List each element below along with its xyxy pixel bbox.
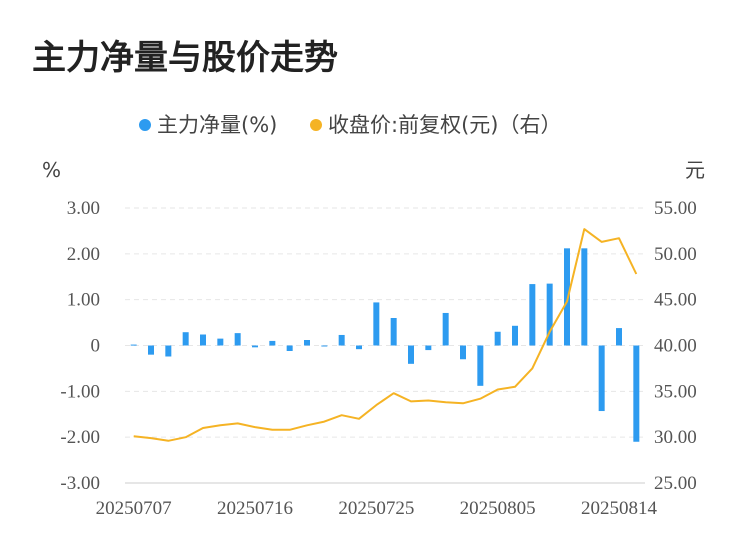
bar-main-power [616, 328, 622, 346]
bar-main-power [148, 345, 154, 355]
x-tick-label: 20250814 [581, 498, 658, 519]
bar-main-power [546, 283, 553, 346]
bar-main-power [130, 344, 137, 346]
bar-main-power [408, 345, 414, 364]
legend-label-close-price: 收盘价:前复权(元)（右） [328, 113, 561, 137]
bar-main-power [425, 345, 432, 351]
legend-marker-close-price [310, 119, 322, 131]
x-tick-label: 20250707 [96, 498, 172, 519]
bar-main-power [633, 345, 640, 442]
y-left-unit: % [42, 158, 61, 182]
y-left-tick-label: 0 [91, 336, 101, 357]
bar-main-power [356, 345, 362, 350]
bar-main-power [564, 248, 570, 346]
bar-main-power [494, 331, 501, 346]
bar-main-power [390, 318, 397, 346]
bar-main-power [165, 345, 172, 357]
chart-title: 主力净量与股价走势 [32, 38, 338, 78]
bar-main-power [321, 345, 328, 347]
bar-main-power [252, 345, 258, 348]
y-left-tick-label: 1.00 [67, 290, 100, 311]
x-tick-label: 20250716 [217, 498, 293, 519]
bar-main-power [200, 334, 206, 346]
bar-main-power [182, 332, 189, 346]
x-tick-label: 20250725 [338, 498, 414, 519]
bar-main-power [598, 345, 605, 412]
bar-main-power [234, 333, 241, 346]
y-right-tick-label: 50.00 [654, 244, 697, 265]
bar-main-power [529, 284, 536, 346]
bar-main-power [217, 338, 224, 346]
bar-main-power [512, 325, 518, 346]
x-tick-label: 20250805 [460, 498, 536, 519]
bar-main-power [269, 340, 276, 346]
bar-main-power [373, 302, 380, 346]
y-right-tick-label: 30.00 [654, 427, 697, 448]
y-right-tick-label: 55.00 [654, 198, 697, 219]
bar-main-power [338, 334, 345, 346]
y-left-tick-label: -2.00 [60, 427, 100, 448]
y-left-tick-label: -1.00 [60, 381, 100, 402]
y-left-tick-label: -3.00 [60, 473, 100, 494]
y-left-tick-label: 2.00 [67, 244, 100, 265]
y-right-tick-label: 25.00 [654, 473, 697, 494]
y-left-tick-label: 3.00 [67, 198, 100, 219]
bar-main-power [581, 248, 588, 346]
y-right-unit: 元 [685, 158, 705, 182]
bar-main-power [460, 345, 466, 360]
legend-marker-main-power [139, 119, 151, 131]
line-close-price [133, 228, 638, 442]
legend-label-main-power: 主力净量(%) [157, 113, 277, 137]
bar-main-power [286, 345, 293, 351]
y-right-tick-label: 40.00 [654, 336, 697, 357]
y-right-tick-label: 35.00 [654, 381, 697, 402]
bar-main-power [477, 345, 484, 386]
bar-main-power [442, 312, 449, 346]
y-right-tick-label: 45.00 [654, 290, 697, 311]
bar-main-power [304, 340, 310, 346]
